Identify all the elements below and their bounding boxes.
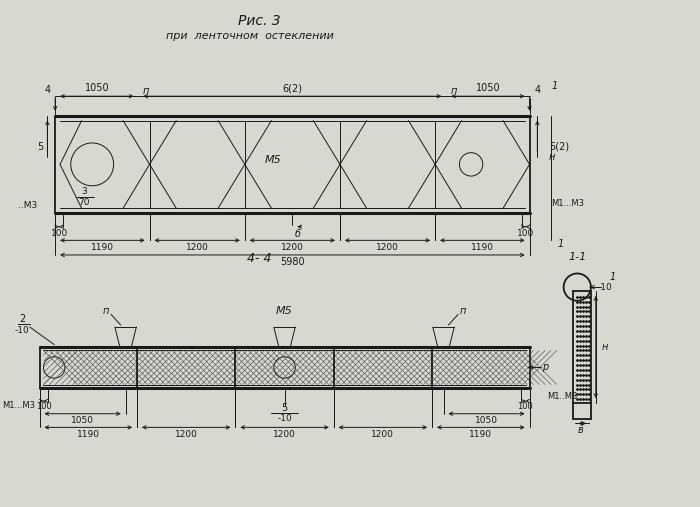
Text: 5980: 5980 xyxy=(280,257,304,267)
Text: 70: 70 xyxy=(78,198,90,207)
Text: 1190: 1190 xyxy=(471,243,493,251)
Text: 1050: 1050 xyxy=(85,83,109,93)
Text: 1190: 1190 xyxy=(469,430,492,439)
Text: 6(2): 6(2) xyxy=(282,83,302,93)
Text: М5: М5 xyxy=(265,155,281,164)
Text: 1200: 1200 xyxy=(281,243,304,251)
Text: 1200: 1200 xyxy=(372,430,394,439)
Text: 1050: 1050 xyxy=(475,416,498,425)
Text: б: б xyxy=(294,229,300,238)
Text: 1200: 1200 xyxy=(376,243,399,251)
Text: М5: М5 xyxy=(276,306,293,316)
Text: 1200: 1200 xyxy=(175,430,197,439)
Text: в: в xyxy=(578,425,583,436)
Text: п: п xyxy=(143,86,149,96)
Text: п: п xyxy=(103,306,109,316)
Text: 1200: 1200 xyxy=(273,430,296,439)
Text: 4: 4 xyxy=(534,85,540,95)
Text: М1...М3: М1...М3 xyxy=(551,199,584,208)
Text: -10: -10 xyxy=(15,327,29,336)
Text: 1: 1 xyxy=(558,239,564,249)
Text: 1: 1 xyxy=(552,82,558,91)
Text: 1190: 1190 xyxy=(91,243,114,251)
Text: 100: 100 xyxy=(517,403,533,411)
Text: 100: 100 xyxy=(50,229,68,238)
Text: 5: 5 xyxy=(281,403,288,413)
Text: н: н xyxy=(601,342,608,352)
Text: р: р xyxy=(542,363,548,373)
Text: 1-1: 1-1 xyxy=(568,252,587,262)
Text: 2: 2 xyxy=(19,314,25,324)
Text: 1190: 1190 xyxy=(77,430,100,439)
Text: 100: 100 xyxy=(36,403,52,411)
Text: -10: -10 xyxy=(597,282,612,292)
Text: М1..М3: М1..М3 xyxy=(547,392,577,401)
Text: ..М3: ..М3 xyxy=(18,201,38,210)
Text: 4- 4: 4- 4 xyxy=(248,252,272,265)
Text: 100: 100 xyxy=(517,229,534,238)
Text: 1050: 1050 xyxy=(71,416,94,425)
Text: 1200: 1200 xyxy=(186,243,209,251)
Text: 1050: 1050 xyxy=(475,83,500,93)
Text: 3: 3 xyxy=(81,187,88,196)
Text: при  ленточном  остеклении: при ленточном остеклении xyxy=(166,31,334,41)
Text: п: п xyxy=(460,306,466,316)
Text: -10: -10 xyxy=(277,414,292,423)
Text: Рис. 3: Рис. 3 xyxy=(239,14,281,28)
Text: 5: 5 xyxy=(37,142,43,152)
Text: п: п xyxy=(451,86,457,96)
Text: н: н xyxy=(549,152,555,162)
Text: 1: 1 xyxy=(609,272,615,282)
Text: М1...М3: М1...М3 xyxy=(1,402,35,411)
Text: 5(2): 5(2) xyxy=(549,142,569,152)
Text: 4: 4 xyxy=(44,85,50,95)
